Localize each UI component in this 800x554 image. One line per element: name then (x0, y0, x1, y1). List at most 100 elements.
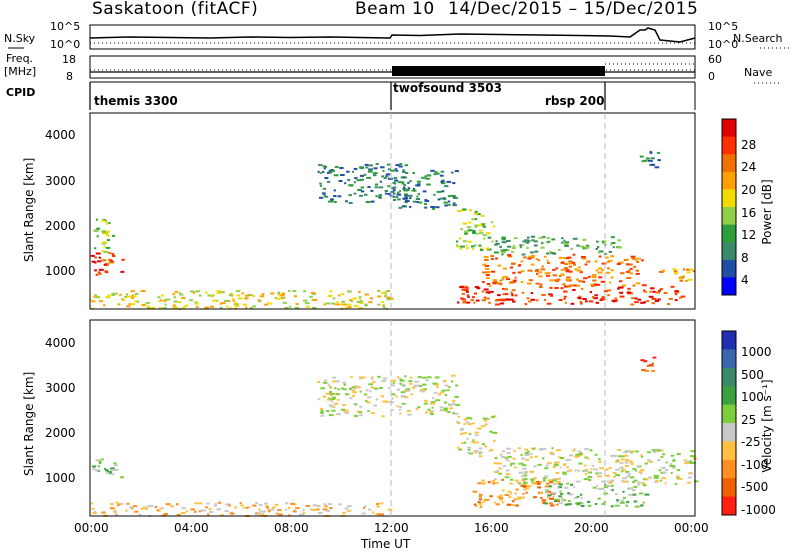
power-cell (562, 257, 566, 260)
power-cbar-tick-16: 16 (741, 206, 757, 220)
power-cell (338, 294, 341, 297)
power-cell (204, 306, 210, 309)
velocity-cell (555, 472, 560, 474)
power-cell (415, 184, 420, 187)
velocity-cell (342, 388, 347, 391)
power-cell (530, 255, 535, 257)
power-cell (324, 195, 329, 198)
power-cell (541, 236, 546, 238)
power-cell (612, 246, 615, 249)
velocity-cell (599, 467, 604, 470)
velocity-cell (381, 415, 385, 418)
power-cell (234, 301, 237, 304)
velocity-cell (441, 389, 447, 392)
power-cell (284, 307, 289, 309)
velocity-cell (322, 395, 327, 398)
power-cell (606, 289, 611, 292)
velocity-cell (320, 410, 324, 412)
power-cell (323, 194, 326, 197)
power-cell (521, 270, 525, 273)
velocity-cell (537, 463, 542, 466)
velocity-cell (584, 448, 589, 450)
power-cell (572, 253, 576, 256)
power-cell (465, 244, 468, 247)
power-cell (580, 302, 583, 305)
power-cell (679, 296, 682, 299)
velocity-cell (92, 468, 95, 470)
velocity-cell (521, 475, 525, 478)
power-cell (166, 298, 171, 301)
power-cell (640, 301, 646, 304)
power-cell (264, 303, 269, 306)
velocity-cell (567, 503, 572, 506)
velocity-cell (437, 393, 442, 396)
velocity-cell (255, 512, 258, 515)
velocity-cell (234, 506, 238, 509)
power-cell (368, 164, 373, 167)
power-cell (333, 201, 337, 203)
velocity-cell (694, 480, 699, 483)
power-cell (560, 261, 565, 264)
power-cell (358, 307, 364, 310)
power-cell (610, 276, 614, 279)
velocity-cell (522, 483, 527, 486)
velocity-cell (359, 405, 362, 408)
velocity-cell (644, 462, 648, 465)
power-cell (474, 292, 477, 295)
power-cell (535, 282, 540, 285)
power-cell (656, 151, 661, 154)
velocity-cell (258, 508, 261, 511)
power-cell (482, 234, 487, 237)
power-cell (461, 288, 465, 291)
power-cell (606, 261, 610, 263)
power-cell (461, 292, 465, 295)
power-cell (524, 239, 530, 242)
velocity-cell (556, 449, 561, 452)
power-cell (560, 268, 565, 271)
velocity-cell (523, 478, 528, 480)
velocity-cell (575, 453, 580, 456)
velocity-cell (530, 478, 535, 481)
velocity-cell (552, 478, 557, 481)
velocity-cell (562, 471, 567, 474)
power-cell (555, 267, 559, 270)
power-cell (472, 232, 477, 234)
power-cell (672, 268, 677, 271)
velocity-cell (118, 502, 121, 505)
velocity-cell (349, 387, 352, 389)
velocity-cell (566, 482, 569, 485)
velocity-cell (466, 417, 471, 419)
power-cell (509, 266, 513, 269)
power-cell (334, 303, 340, 306)
power-cell (507, 255, 513, 258)
power-cell (602, 242, 606, 245)
velocity-cell (490, 449, 494, 451)
velocity-cell (555, 461, 560, 464)
power-cell (101, 259, 107, 262)
velocity-cell (587, 500, 591, 503)
power-cell (601, 269, 605, 272)
velocity-cell (181, 507, 186, 510)
velocity-cell (366, 401, 371, 404)
power-cell (482, 281, 485, 283)
power-cell (379, 180, 382, 183)
velocity-colorbar-swatch (722, 496, 736, 516)
velocity-cell (161, 507, 164, 510)
power-cell (561, 237, 564, 240)
power-cell (111, 253, 115, 256)
power-cell (317, 170, 320, 173)
power-cell (433, 193, 436, 196)
velocity-ytick-2000: 2000 (45, 426, 76, 440)
power-cell (567, 256, 572, 259)
power-cell (488, 284, 492, 287)
velocity-cell (432, 382, 438, 385)
power-cell (452, 182, 456, 185)
power-cell (495, 257, 498, 260)
velocity-cell (390, 384, 395, 387)
power-cell (321, 192, 326, 195)
velocity-cell (420, 388, 425, 391)
velocity-cell (501, 501, 505, 504)
velocity-cell (322, 508, 328, 511)
power-cell (403, 189, 407, 192)
velocity-cell (687, 481, 691, 484)
